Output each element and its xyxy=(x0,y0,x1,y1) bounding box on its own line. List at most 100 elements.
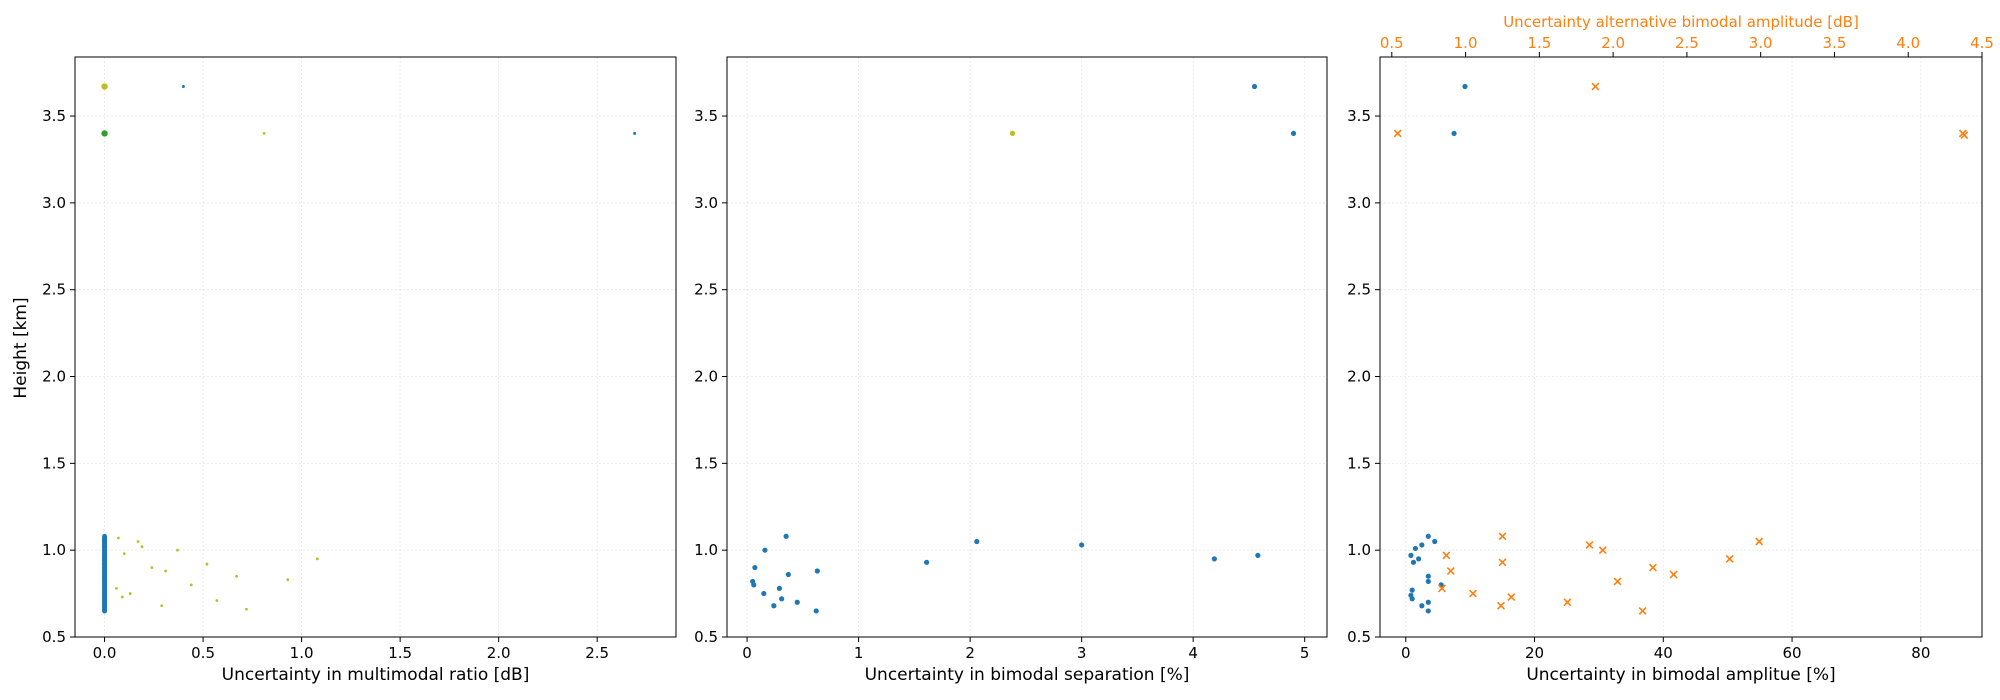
y-tick-label: 1.5 xyxy=(694,454,718,472)
series-2 xyxy=(1393,82,1969,615)
data-point xyxy=(1591,82,1600,91)
chart-panel-1: 0.0 0.5 1.0 1.5 2.0 2.5 0.5 1.0 1.5 2.0 2.5 3.0 3.5 U… xyxy=(42,56,677,685)
data-point xyxy=(1442,551,1451,560)
y-tick-label: 0.5 xyxy=(42,628,66,646)
data-point xyxy=(1079,542,1085,548)
data-point xyxy=(150,566,154,569)
data-point xyxy=(140,545,144,549)
data-point xyxy=(102,565,107,570)
y-tick-label: 2.5 xyxy=(1347,281,1371,299)
x-tick-label: 1.0 xyxy=(290,644,314,662)
y-tick-label: 2.0 xyxy=(694,368,718,386)
data-point xyxy=(1425,533,1431,539)
data-point xyxy=(245,607,248,611)
data-point xyxy=(1409,596,1415,602)
series-1 xyxy=(1408,83,1468,614)
data-point xyxy=(1425,599,1431,605)
data-point xyxy=(102,554,107,560)
data-point xyxy=(286,578,290,582)
x-tick-label: 80 xyxy=(1911,644,1930,662)
data-point-stroke xyxy=(1598,546,1607,555)
data-point-stroke xyxy=(1498,532,1507,541)
top-x-tick-label: 2.5 xyxy=(1675,34,1699,52)
x-tick-label: 2 xyxy=(965,644,975,662)
x-tick-label: 1.5 xyxy=(388,644,412,662)
data-point xyxy=(102,582,107,588)
data-point xyxy=(974,538,980,545)
series-5 xyxy=(101,130,108,137)
data-point xyxy=(101,130,108,137)
y-tick-label: 1.0 xyxy=(42,541,66,559)
data-point-stroke xyxy=(1446,567,1455,575)
y-tick-label: 2.0 xyxy=(1347,368,1371,386)
x-tick-label: 0.0 xyxy=(93,644,117,662)
data-point xyxy=(235,574,238,578)
data-point xyxy=(1648,563,1657,572)
top-x-tick-label: 3.5 xyxy=(1823,34,1847,52)
data-point xyxy=(761,590,767,597)
data-point xyxy=(160,604,164,608)
top-x-tick-label: 4.5 xyxy=(1970,34,1994,52)
data-point xyxy=(114,586,118,590)
data-point xyxy=(1419,603,1425,609)
data-point-stroke xyxy=(1468,589,1477,598)
data-point-stroke xyxy=(1755,537,1764,546)
x-tick-label: 1 xyxy=(854,644,864,662)
data-point-stroke xyxy=(1442,551,1451,560)
x-tick-label: 20 xyxy=(1525,644,1544,662)
chart-panel-2: 0 1 2 3 4 5 0.5 1.0 1.5 2.0 2.5 3.0 3.5 Uncertainty i… xyxy=(694,56,1328,685)
x-tick-label: 5 xyxy=(1300,644,1310,662)
data-point-stroke xyxy=(1669,570,1678,579)
plot-frame xyxy=(74,56,677,638)
data-point-stroke xyxy=(1393,129,1402,138)
data-point xyxy=(102,558,107,563)
data-point-stroke xyxy=(1438,584,1446,593)
top-x-tick-label: 3.0 xyxy=(1749,34,1773,52)
data-point xyxy=(633,131,637,135)
x-tick-label: 2.5 xyxy=(585,644,609,662)
data-point xyxy=(1498,558,1507,567)
plot-frame xyxy=(1379,56,1983,638)
data-point xyxy=(1009,130,1016,137)
y-tick-label: 2.5 xyxy=(42,281,66,299)
top-x-tick-label: 2.0 xyxy=(1601,34,1625,52)
data-point xyxy=(1638,606,1647,615)
data-point xyxy=(102,606,107,612)
series-2 xyxy=(1009,130,1016,137)
data-point xyxy=(205,562,209,566)
data-point xyxy=(1251,83,1258,90)
data-point-stroke xyxy=(1585,540,1594,549)
data-point xyxy=(102,551,107,557)
data-point xyxy=(262,132,266,135)
data-point-stroke xyxy=(1563,598,1572,607)
shared-y-axis-label: Height [km] xyxy=(11,297,31,398)
y-tick-label: 1.5 xyxy=(1347,454,1371,472)
data-point xyxy=(102,579,107,584)
data-point-stroke xyxy=(1498,558,1507,567)
data-point xyxy=(762,547,768,553)
top-x-tick-label: 0.5 xyxy=(1380,34,1404,52)
data-point xyxy=(1432,538,1438,545)
data-point xyxy=(1409,587,1415,593)
data-point xyxy=(814,568,820,574)
data-point xyxy=(315,557,319,561)
data-point xyxy=(181,85,185,89)
data-point xyxy=(776,585,783,591)
data-point xyxy=(1425,578,1431,585)
data-point xyxy=(102,585,107,591)
data-point xyxy=(1498,532,1507,541)
data-point-stroke xyxy=(1960,131,1969,140)
plot-frame xyxy=(726,56,1328,638)
data-point xyxy=(102,603,107,609)
data-point xyxy=(102,575,107,581)
data-point xyxy=(813,608,819,614)
data-point xyxy=(136,540,140,543)
y-tick-label: 0.5 xyxy=(1347,628,1371,646)
y-tick-label: 2.0 xyxy=(42,368,66,386)
data-point xyxy=(128,592,132,595)
y-tick-label: 3.0 xyxy=(1347,194,1371,212)
data-point xyxy=(189,583,193,587)
data-point-stroke xyxy=(1497,601,1505,610)
